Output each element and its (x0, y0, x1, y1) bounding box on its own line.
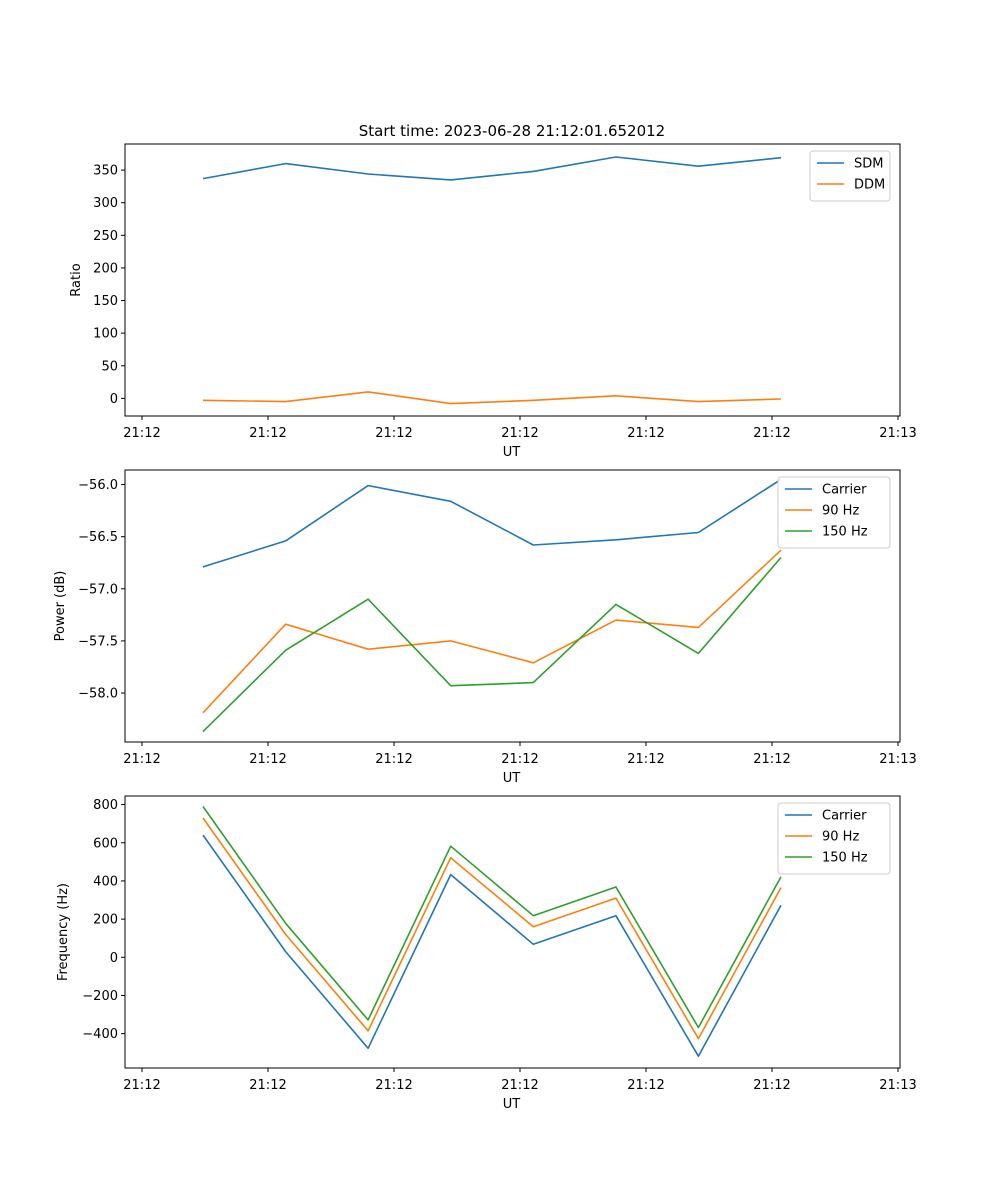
x-tick-label: 21:12 (123, 426, 160, 441)
y-tick-label: 300 (93, 196, 118, 211)
x-axis-label: UT (503, 445, 521, 460)
y-tick-label: 0 (110, 392, 118, 407)
series-line-150-hz (202, 806, 782, 1029)
x-tick-label: 21:13 (879, 752, 916, 767)
legend-entry: 150 Hz (822, 525, 868, 540)
x-axis-label: UT (503, 771, 521, 786)
x-tick-label: 21:12 (627, 752, 664, 767)
x-tick-label: 21:12 (375, 752, 412, 767)
x-axis-label: UT (503, 1097, 521, 1112)
x-tick-label: 21:12 (627, 426, 664, 441)
legend-entry: Carrier (822, 483, 867, 498)
x-tick-label: 21:12 (501, 1078, 538, 1093)
legend-entry: SDM (854, 157, 883, 172)
y-tick-label: 800 (93, 798, 118, 813)
x-tick-label: 21:12 (753, 752, 790, 767)
x-tick-label: 21:12 (123, 1078, 160, 1093)
series-line-150-hz (202, 556, 782, 733)
series-line-90-hz (202, 549, 782, 714)
y-tick-label: 600 (93, 836, 118, 851)
x-tick-label: 21:12 (123, 752, 160, 767)
plot-frame (124, 143, 901, 417)
x-tick-label: 21:12 (753, 426, 790, 441)
y-tick-label: 400 (93, 874, 118, 889)
legend-entry: DDM (854, 178, 885, 193)
x-tick-label: 21:13 (879, 1078, 916, 1093)
plot-frame (124, 795, 901, 1069)
series-line-carrier (202, 478, 782, 568)
chart-panel-1: 0 50 100 150 200 250 300 350 21:12 21:12 21:12 21:1… (69, 143, 917, 460)
series-line-ddm (202, 391, 782, 405)
series-line-carrier (202, 834, 782, 1057)
y-axis-label: Power (dB) (53, 571, 68, 642)
chart-panel-2: −58.0 −57.5 −57.0 −56.5 −56.0 21:12 21:12 21:12… (53, 469, 917, 786)
y-axis-label: Ratio (69, 263, 84, 296)
plot-frame (124, 469, 901, 743)
legend: Carrier 90 Hz 150 Hz (777, 476, 891, 549)
figure-title: Start time: 2023-06-28 21:12:01.652012 (359, 122, 665, 140)
x-tick-label: 21:12 (753, 1078, 790, 1093)
y-axis-label: Frequency (Hz) (56, 883, 71, 981)
x-tick-label: 21:12 (375, 1078, 412, 1093)
series-line-90-hz (202, 817, 782, 1040)
chart-panel-3: −400 −200 0 200 400 600 800 21:12 21:12 21:12 21:1… (56, 795, 917, 1112)
y-tick-label: −56.0 (78, 478, 118, 493)
series-line-sdm (202, 156, 782, 181)
x-tick-label: 21:12 (249, 1078, 286, 1093)
y-tick-label: −57.5 (78, 634, 118, 649)
x-tick-label: 21:12 (627, 1078, 664, 1093)
legend-entry: 90 Hz (822, 830, 859, 845)
y-tick-label: −200 (82, 989, 118, 1004)
y-tick-label: −57.0 (78, 582, 118, 597)
y-tick-label: 200 (93, 261, 118, 276)
y-tick-label: 350 (93, 164, 118, 179)
legend: Carrier 90 Hz 150 Hz (777, 802, 891, 875)
legend: SDM DDM (809, 150, 891, 202)
legend-entry: 150 Hz (822, 851, 868, 866)
y-tick-label: 250 (93, 229, 118, 244)
y-tick-label: 150 (93, 294, 118, 309)
x-tick-label: 21:12 (501, 426, 538, 441)
y-tick-label: 0 (110, 951, 118, 966)
y-tick-label: 100 (93, 327, 118, 342)
x-tick-label: 21:12 (375, 426, 412, 441)
y-tick-label: −56.5 (78, 530, 118, 545)
x-tick-label: 21:13 (879, 426, 916, 441)
y-tick-label: 50 (101, 359, 118, 374)
x-tick-label: 21:12 (249, 752, 286, 767)
x-tick-label: 21:12 (249, 426, 286, 441)
legend-entry: 90 Hz (822, 504, 859, 519)
x-tick-label: 21:12 (501, 752, 538, 767)
y-tick-label: 200 (93, 913, 118, 928)
y-tick-label: −58.0 (78, 687, 118, 702)
legend-entry: Carrier (822, 809, 867, 824)
y-tick-label: −400 (82, 1027, 118, 1042)
